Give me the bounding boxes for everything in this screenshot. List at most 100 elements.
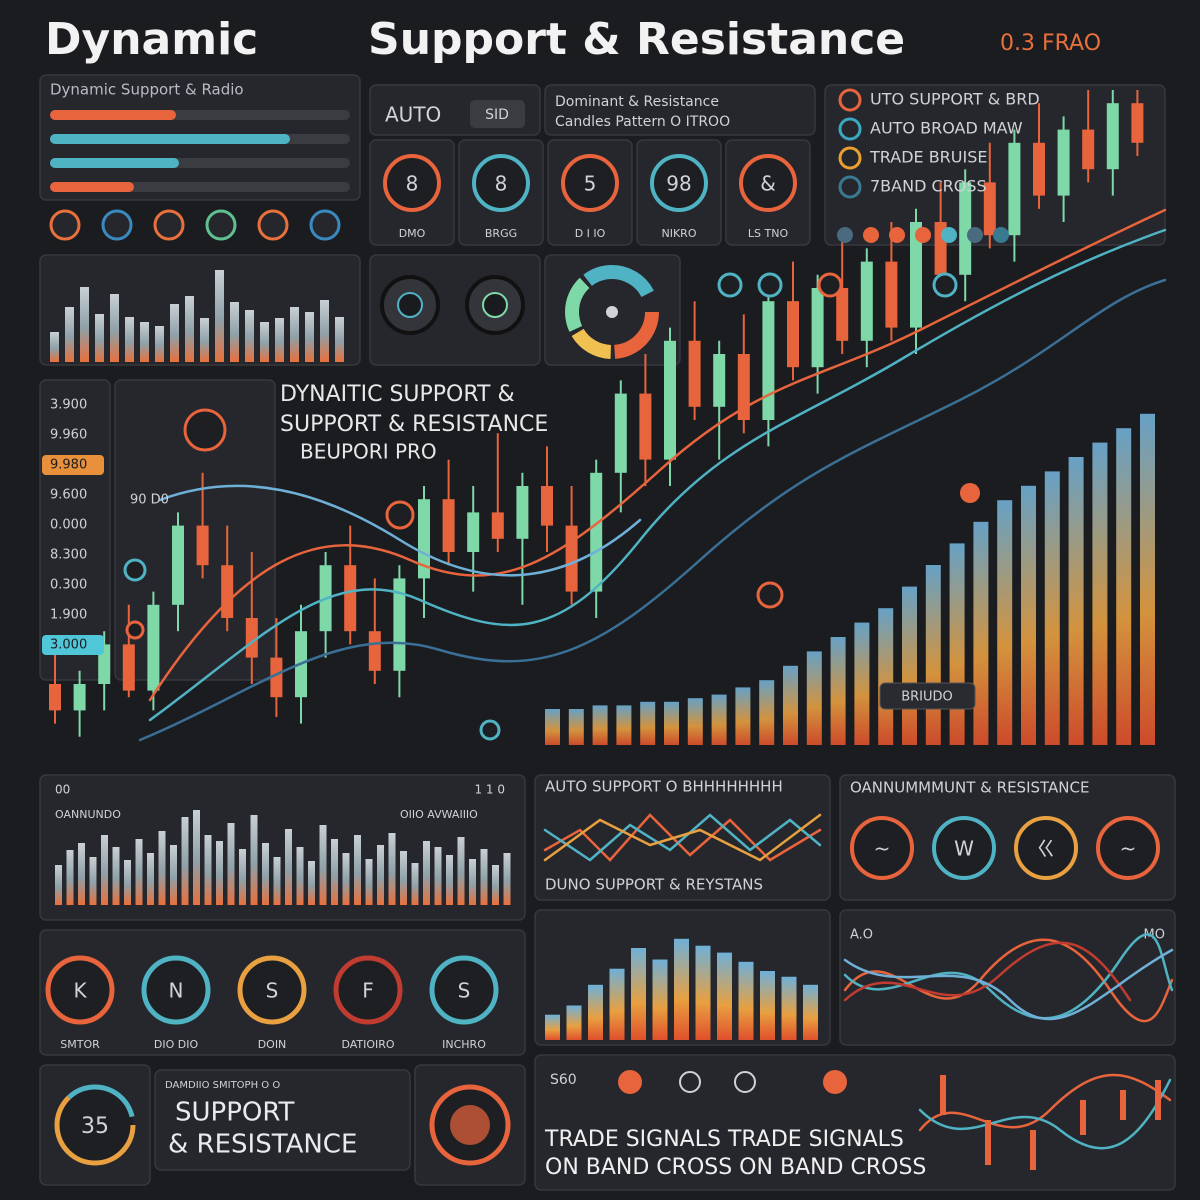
candle-body	[221, 565, 234, 618]
price-label: 9.980	[50, 458, 87, 473]
legend-dot	[993, 227, 1009, 243]
decor-rect	[1080, 1100, 1086, 1135]
icon	[309, 209, 341, 241]
bar	[331, 839, 338, 905]
tile-label: DMO	[399, 227, 426, 240]
circle-glyph: W	[954, 837, 974, 861]
decor-circle	[679, 1071, 701, 1093]
candle-body	[664, 340, 676, 460]
tile-glyph: 8	[406, 172, 419, 196]
tile-glyph: 5	[584, 172, 597, 196]
legend-dot	[915, 227, 931, 243]
volume-bar	[735, 687, 751, 745]
tile-ring	[561, 154, 619, 212]
panel-title: AUTO SUPPORT O BHHHHHHHH	[545, 778, 783, 796]
legend-text: AUTO BROAD MAW	[870, 119, 1023, 138]
pattern-line: Dominant & Resistance	[555, 94, 719, 110]
decor-circle	[54, 1084, 136, 1166]
bar	[78, 843, 85, 905]
decor-circle	[54, 1084, 136, 1166]
auto-badge: SID	[485, 107, 509, 123]
tile-ring	[472, 154, 530, 212]
bar	[319, 825, 327, 905]
trend-curves	[138, 208, 1167, 742]
bar	[89, 857, 97, 905]
candle-body	[442, 499, 455, 552]
candle-body	[147, 604, 160, 691]
ring	[429, 1084, 511, 1166]
price-badge	[42, 635, 104, 655]
bar	[101, 835, 108, 905]
decor-circle	[397, 292, 423, 318]
marker	[717, 272, 743, 298]
signals-text: TRADE SIGNALS TRADE SIGNALS	[544, 1127, 904, 1152]
candle-body	[1106, 103, 1119, 170]
tile-label: NIKRO	[662, 227, 697, 240]
bar	[631, 948, 646, 1040]
tile-glyph: &	[760, 172, 776, 196]
progress-bar	[50, 182, 134, 192]
bar	[65, 307, 74, 362]
bar	[193, 810, 200, 905]
bar	[185, 296, 194, 362]
bar	[140, 322, 149, 362]
volume-bar	[687, 698, 703, 745]
knobs	[380, 275, 525, 335]
bar	[296, 847, 304, 905]
signal-glyph: N	[169, 979, 184, 1003]
bar	[50, 332, 59, 362]
bar	[110, 294, 119, 362]
bar	[760, 971, 775, 1040]
title-badge: 0.3 FRAO	[1000, 31, 1101, 56]
volume-bar	[640, 701, 656, 745]
volume-bar	[830, 637, 846, 745]
decor-path	[158, 484, 642, 577]
decor-rect	[1030, 1130, 1036, 1170]
decor-circle	[618, 1070, 642, 1094]
signal-ring	[237, 955, 307, 1025]
decor-rect	[839, 774, 1176, 901]
bar	[250, 815, 258, 905]
decor-rect	[839, 909, 1176, 1046]
bar	[215, 270, 224, 362]
decor-circle	[734, 1071, 756, 1093]
legend-ring	[838, 175, 862, 199]
signal-ring	[45, 955, 115, 1025]
title-right: Support & Resistance	[368, 14, 905, 65]
bar	[285, 829, 292, 905]
candle-body	[393, 578, 406, 671]
bar	[446, 855, 453, 905]
candle-body	[418, 499, 430, 579]
bar	[354, 835, 361, 905]
bar	[652, 959, 668, 1040]
volume-bar	[664, 701, 679, 745]
price-label: 0.300	[50, 578, 87, 593]
candle-body	[762, 301, 775, 420]
panel-label: 1 1 0	[474, 783, 505, 797]
price-label: 9.600	[50, 488, 87, 503]
decor-circle	[482, 292, 508, 318]
bar	[588, 984, 603, 1040]
decor-circle	[565, 265, 659, 359]
legend-text: TRADE BRUISE	[869, 148, 988, 167]
decor-path	[843, 938, 1174, 1023]
panel-label: MO	[1144, 928, 1165, 943]
volume-bar	[616, 705, 632, 745]
bar	[480, 849, 488, 905]
legend-text: UTO SUPPORT & BRD	[870, 90, 1040, 109]
price-label: 3.900	[50, 398, 87, 413]
circle-icon	[850, 816, 914, 880]
signal-label: INCHRO	[442, 1038, 486, 1051]
signals-text: ON BAND CROSS ON BAND CROSS	[545, 1155, 926, 1180]
marker	[757, 272, 783, 298]
candle-body	[1033, 142, 1045, 196]
candle-body	[368, 631, 381, 671]
title-left: Dynamic	[45, 14, 258, 65]
bar	[335, 317, 344, 362]
main-chart: 3.900 9.960 9.980 9.600 0.000 8.300 0.300 1.900…	[42, 90, 1155, 745]
decor-rect	[824, 84, 1166, 246]
signal-glyph: K	[73, 979, 87, 1003]
bar	[158, 831, 166, 905]
bar	[308, 861, 315, 905]
bar	[170, 845, 177, 905]
